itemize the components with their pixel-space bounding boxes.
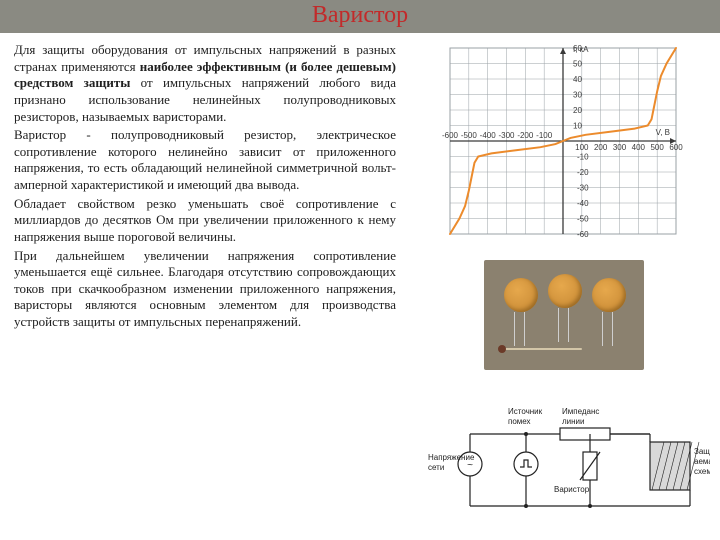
page-title: Варистор [312,2,408,28]
svg-text:20: 20 [573,106,582,115]
svg-text:10: 10 [573,122,582,131]
component-lead [558,308,559,342]
svg-text:30: 30 [573,91,582,100]
svg-text:схема: схема [694,467,710,476]
paragraph: При дальнейшем увеличении напряжения соп… [14,248,396,331]
svg-text:-100: -100 [536,131,553,140]
svg-text:помех: помех [508,417,531,426]
svg-text:-30: -30 [577,184,589,193]
svg-text:-300: -300 [498,131,515,140]
component-lead [514,312,515,346]
svg-text:400: 400 [632,143,646,152]
svg-text:50: 50 [573,60,582,69]
svg-text:Защищ-: Защищ- [694,447,710,456]
svg-text:аемая: аемая [694,457,710,466]
paragraph: Варистор - полупроводниковый резистор, э… [14,127,396,194]
svg-text:Напряжение: Напряжение [428,453,475,462]
component-lead [568,308,569,342]
component-lead [602,312,603,346]
paragraph: Для защиты оборудования от импульсных на… [14,42,396,125]
svg-text:40: 40 [573,75,582,84]
svg-text:V, В: V, В [656,128,670,137]
matchstick-scale [502,348,582,350]
protection-circuit-diagram: ~НапряжениесетиИсточникпомехИмпеданслини… [420,394,710,526]
varistor-disc [548,274,582,308]
varistor-disc [592,278,626,312]
svg-text:Источник: Источник [508,407,543,416]
svg-text:-500: -500 [461,131,478,140]
component-lead [524,312,525,346]
title-bar: Варистор [0,0,720,33]
paragraph: Обладает свойством резко уменьшать своё … [14,196,396,246]
svg-text:-10: -10 [577,153,589,162]
svg-text:-400: -400 [480,131,497,140]
svg-text:-60: -60 [577,230,589,239]
svg-text:500: 500 [650,143,664,152]
svg-text:-20: -20 [577,168,589,177]
svg-text:600: 600 [669,143,683,152]
svg-text:Варистор: Варистор [554,485,590,494]
svg-text:-200: -200 [517,131,534,140]
svg-text:Импеданс: Импеданс [562,407,599,416]
varistor-disc [504,278,538,312]
svg-text:300: 300 [613,143,627,152]
svg-text:-600: -600 [442,131,459,140]
svg-text:линии: линии [562,417,585,426]
component-lead [612,312,613,346]
svg-text:сети: сети [428,463,444,472]
svg-text:-40: -40 [577,199,589,208]
va-characteristic-chart: -600-500-400-300-200-100 100 200 300 400 500 6… [416,34,706,248]
varistor-photo [484,260,644,370]
svg-text:-50: -50 [577,215,589,224]
body-text: Для защиты оборудования от импульсных на… [14,42,396,333]
svg-text:200: 200 [594,143,608,152]
svg-text:I, кА: I, кА [573,45,589,54]
svg-text:100: 100 [575,143,589,152]
